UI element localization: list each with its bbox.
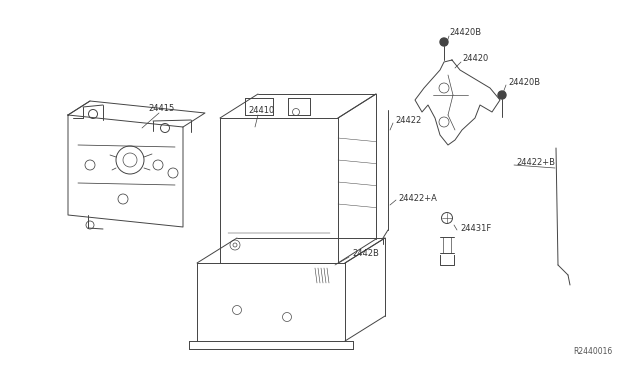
Text: 24420B: 24420B (449, 28, 481, 36)
Text: 24420B: 24420B (508, 77, 540, 87)
Text: 24431F: 24431F (460, 224, 492, 232)
Text: 2442B: 2442B (352, 248, 379, 257)
Text: 24420: 24420 (462, 54, 488, 62)
Text: 24415: 24415 (148, 103, 174, 112)
Text: 24422+A: 24422+A (398, 193, 437, 202)
Text: 24422+B: 24422+B (516, 157, 555, 167)
Text: R2440016: R2440016 (573, 347, 612, 356)
Text: 24410: 24410 (248, 106, 275, 115)
Text: 24422: 24422 (395, 115, 421, 125)
Circle shape (498, 91, 506, 99)
Circle shape (440, 38, 448, 46)
